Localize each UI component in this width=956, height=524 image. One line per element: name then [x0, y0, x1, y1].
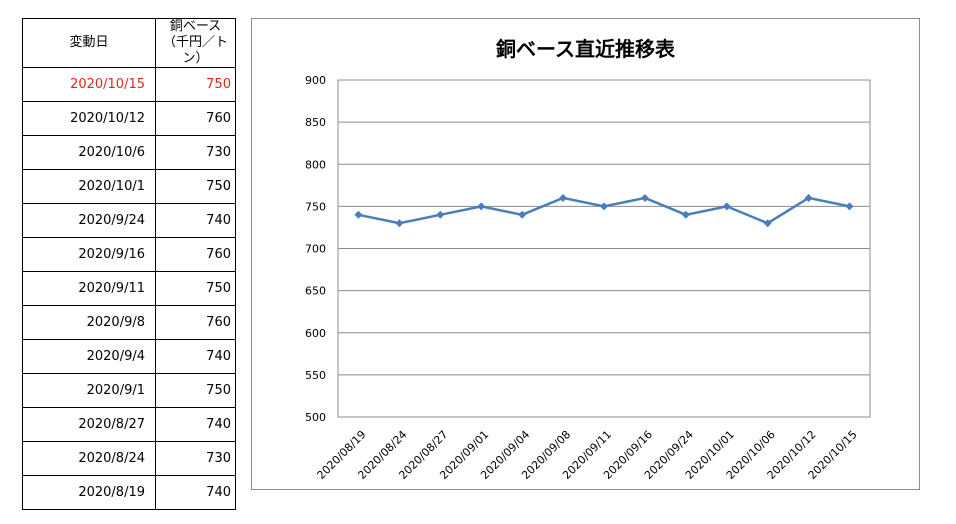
y-tick-label: 650	[305, 285, 326, 298]
row-date: 2020/9/24	[22, 203, 156, 238]
data-point	[600, 202, 608, 211]
value-header-line1: 銅ベース	[169, 19, 222, 34]
table-row: 2020/8/24 730	[22, 441, 236, 476]
table-row: 2020/10/12 760	[22, 101, 236, 136]
table-row: 2020/9/4 740	[22, 339, 236, 374]
y-tick-label: 750	[305, 200, 326, 213]
chart-title: 銅ベース直近推移表	[496, 37, 675, 61]
plot-area-border	[337, 79, 871, 418]
data-point	[518, 210, 527, 219]
value-column-header: 銅ベース （千円／トン）	[155, 18, 236, 68]
y-tick-label: 600	[305, 327, 326, 340]
data-point	[722, 202, 731, 211]
table-header-row: 変動日 銅ベース （千円／トン）	[22, 18, 236, 68]
row-value: 760	[155, 305, 236, 340]
row-date: 2020/10/6	[22, 135, 156, 170]
data-point	[845, 202, 854, 211]
row-date: 2020/8/24	[22, 441, 156, 476]
row-value: 740	[155, 339, 236, 374]
row-date: 2020/9/11	[22, 271, 156, 306]
data-point	[436, 210, 445, 219]
y-tick-label: 700	[305, 243, 326, 256]
table-row: 2020/8/19 740	[22, 475, 236, 510]
data-point	[640, 193, 649, 202]
table-row: 2020/9/8 760	[22, 305, 236, 340]
data-point	[395, 219, 404, 228]
data-point	[681, 210, 690, 219]
row-value: 750	[155, 271, 236, 306]
value-header-line2: （千円／トン）	[162, 35, 228, 66]
date-column-header: 変動日	[22, 18, 156, 68]
row-value: 760	[155, 101, 236, 136]
table-row: 2020/10/6 730	[22, 135, 236, 170]
data-point	[559, 193, 568, 202]
row-value: 730	[155, 441, 236, 476]
row-value: 740	[155, 203, 236, 238]
row-date: 2020/8/27	[22, 407, 156, 442]
table-row: 2020/8/27 740	[22, 407, 236, 442]
row-value: 760	[155, 237, 236, 272]
table-body: 2020/10/15 750 2020/10/12 760 2020/10/6 730 20…	[22, 67, 236, 510]
table-row: 2020/9/24 740	[22, 203, 236, 238]
row-value: 750	[155, 373, 236, 408]
row-date: 2020/8/19	[22, 475, 156, 510]
table-row: 2020/10/1 750	[22, 169, 236, 204]
copper-base-table: 変動日 銅ベース （千円／トン） 2020/10/15 750 2020/10/12…	[22, 18, 236, 510]
series-line	[358, 196, 850, 225]
row-date: 2020/9/4	[22, 339, 156, 374]
row-date: 2020/9/16	[22, 237, 156, 272]
row-value: 730	[155, 135, 236, 170]
y-tick-label: 800	[305, 158, 326, 171]
y-tick-label: 900	[305, 74, 326, 87]
row-value: 740	[155, 475, 236, 510]
data-point	[804, 193, 813, 202]
table-row: 2020/9/1 750	[22, 373, 236, 408]
y-tick-label: 500	[305, 411, 326, 424]
row-date: 2020/10/1	[22, 169, 156, 204]
table-row: 2020/9/11 750	[22, 271, 236, 306]
data-point	[763, 219, 772, 228]
data-point	[354, 210, 363, 219]
row-value: 750	[155, 67, 236, 102]
table-row: 2020/9/16 760	[22, 237, 236, 272]
y-tick-label: 850	[305, 116, 326, 129]
row-date: 2020/10/12	[22, 101, 156, 136]
row-date: 2020/10/15	[22, 67, 156, 102]
data-point	[477, 202, 486, 211]
table-row: 2020/10/15 750	[22, 67, 236, 102]
chart-panel: 銅ベース直近推移表 500 550 600 650 700 750 800 850 900 202…	[251, 18, 920, 490]
y-tick-label: 550	[305, 369, 326, 382]
row-value: 750	[155, 169, 236, 204]
row-date: 2020/9/1	[22, 373, 156, 408]
row-value: 740	[155, 407, 236, 442]
line-chart: 5005506006507007508008509002020/08/19202…	[305, 74, 871, 482]
row-date: 2020/9/8	[22, 305, 156, 340]
